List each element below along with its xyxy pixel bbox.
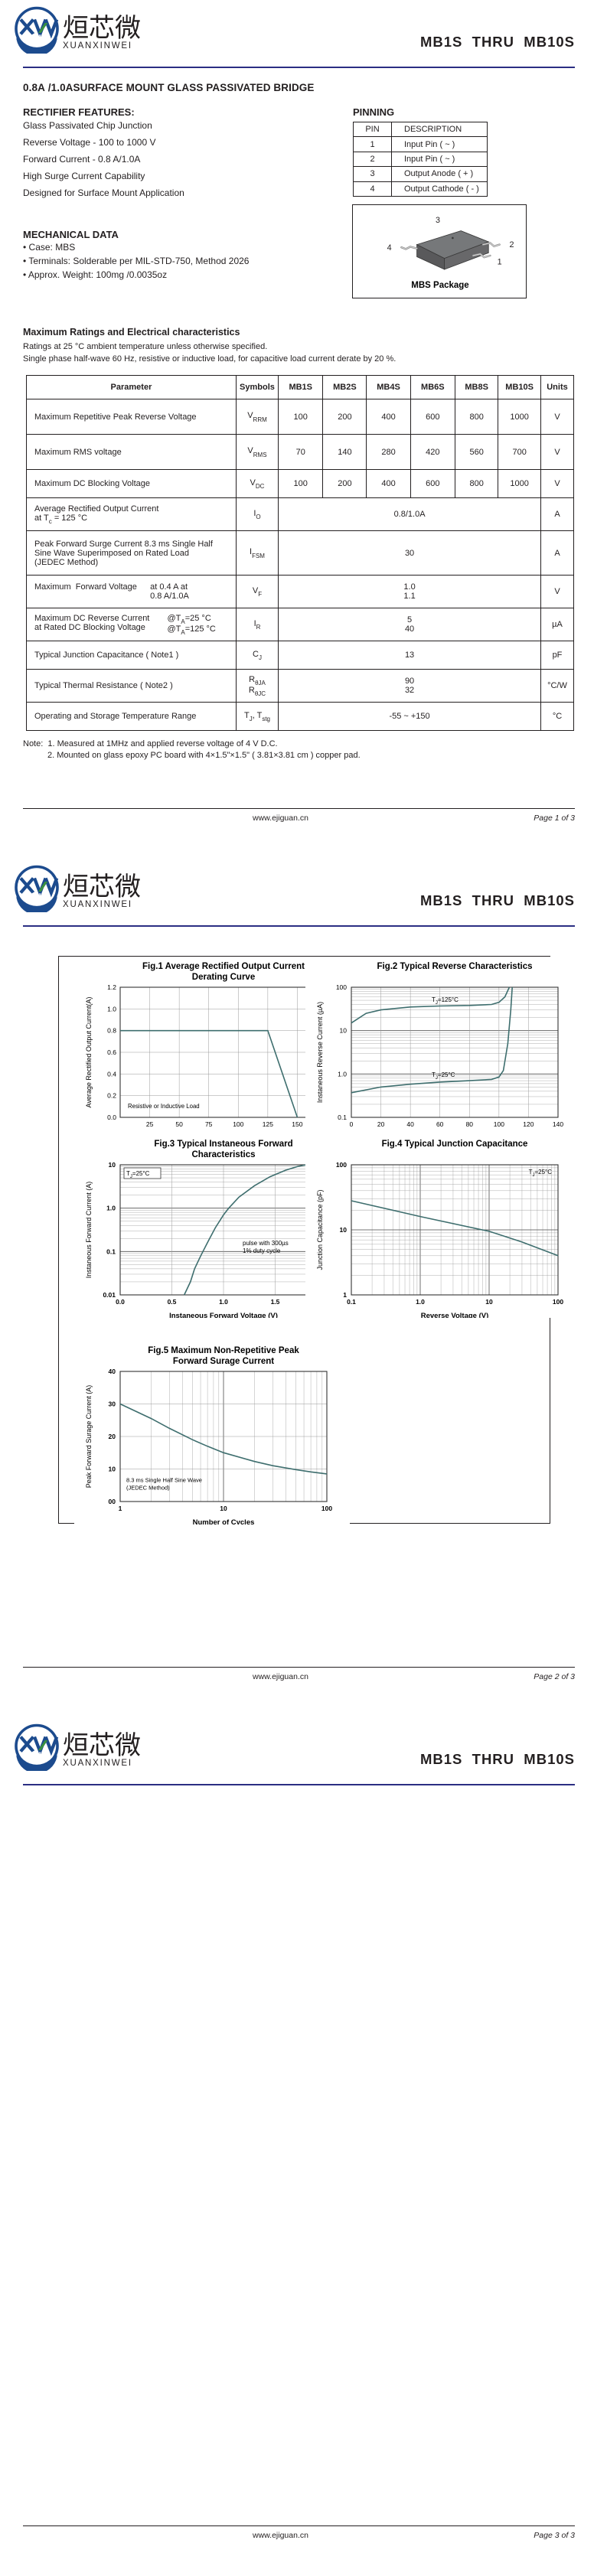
svg-text:Junction Capacitance (pF): Junction Capacitance (pF)	[316, 1189, 324, 1270]
svg-text:25: 25	[146, 1120, 154, 1128]
svg-text:150: 150	[292, 1120, 302, 1128]
svg-text:10: 10	[340, 1027, 348, 1035]
svg-text:1: 1	[498, 258, 502, 267]
svg-text:1.0: 1.0	[338, 1070, 347, 1078]
svg-text:Fig.3 Typical Instaneous Forw: Fig.3 Typical Instaneous Forward	[154, 1140, 292, 1149]
svg-text:20: 20	[109, 1433, 116, 1440]
svg-text:1: 1	[343, 1291, 347, 1299]
svg-text:烜芯微: 烜芯微	[63, 1731, 141, 1760]
svg-text:Fig.5 Maximum Non-Repetitive: Fig.5 Maximum Non-Repetitive Peak	[148, 1346, 299, 1355]
svg-text:10: 10	[485, 1298, 493, 1306]
svg-text:100: 100	[553, 1298, 563, 1306]
svg-text:1.0: 1.0	[219, 1298, 228, 1306]
svg-text:125: 125	[263, 1120, 273, 1128]
svg-text:(JEDEC Method): (JEDEC Method)	[126, 1485, 170, 1492]
svg-text:Instaneous Reverse Current (µA: Instaneous Reverse Current (µA)	[316, 1002, 324, 1103]
svg-text:1.2: 1.2	[107, 983, 116, 991]
svg-text:Average Rectified Output Curre: Average Rectified Output Current(A)	[85, 997, 93, 1108]
svg-text:0.5: 0.5	[168, 1298, 177, 1306]
svg-text:75: 75	[205, 1120, 213, 1128]
svg-text:10: 10	[109, 1161, 116, 1169]
svg-text:0.1: 0.1	[347, 1298, 356, 1306]
svg-text:Resistive or Inductive Load: Resistive or Inductive Load	[128, 1103, 200, 1110]
svg-text:10: 10	[109, 1466, 116, 1473]
svg-text:XUANXINWEI: XUANXINWEI	[63, 900, 132, 909]
svg-text:50: 50	[175, 1120, 183, 1128]
svg-text:140: 140	[553, 1120, 563, 1128]
svg-text:0.1: 0.1	[106, 1247, 116, 1255]
svg-text:1.0: 1.0	[107, 1005, 116, 1012]
svg-text:Fig.1 Average Rectified Outpu: Fig.1 Average Rectified Output Current	[142, 962, 305, 971]
svg-text:烜芯微: 烜芯微	[63, 872, 141, 902]
svg-text:40: 40	[109, 1368, 116, 1375]
svg-text:80: 80	[466, 1120, 474, 1128]
svg-text:1% duty cycle: 1% duty cycle	[243, 1247, 281, 1254]
svg-text:Instaneous Forward Voltage (V): Instaneous Forward Voltage (V)	[169, 1312, 278, 1318]
svg-text:XUANXINWEI: XUANXINWEI	[63, 1759, 132, 1768]
svg-text:0.0: 0.0	[116, 1298, 125, 1306]
svg-text:3: 3	[436, 216, 440, 225]
svg-text:120: 120	[523, 1120, 534, 1128]
svg-text:20: 20	[377, 1120, 385, 1128]
svg-text:1: 1	[119, 1505, 122, 1512]
svg-text:40: 40	[406, 1120, 414, 1128]
svg-text:0.2: 0.2	[107, 1092, 116, 1100]
svg-text:Characteristics: Characteristics	[191, 1150, 255, 1159]
svg-text:100: 100	[336, 983, 347, 991]
svg-text:30: 30	[109, 1400, 116, 1408]
svg-text:Reverse Voltage (V): Reverse Voltage (V)	[421, 1312, 489, 1318]
svg-text:0.8: 0.8	[107, 1027, 116, 1035]
svg-text:Fig.2 Typical Reverse Charact: Fig.2 Typical Reverse Characteristics	[377, 962, 532, 971]
svg-text:8.3 ms Single Half Sine Wave: 8.3 ms Single Half Sine Wave	[126, 1477, 202, 1484]
svg-text:10: 10	[340, 1226, 348, 1234]
svg-text:0.4: 0.4	[107, 1070, 116, 1078]
svg-text:0.6: 0.6	[107, 1048, 116, 1056]
svg-text:pulse with 300µs: pulse with 300µs	[243, 1240, 289, 1247]
svg-text:60: 60	[436, 1120, 444, 1128]
svg-text:Instaneous Forward Current (A): Instaneous Forward Current (A)	[85, 1182, 93, 1279]
svg-text:0: 0	[350, 1120, 354, 1128]
svg-text:100: 100	[233, 1120, 243, 1128]
svg-text:4: 4	[387, 243, 392, 253]
svg-text:10: 10	[220, 1505, 227, 1512]
svg-text:00: 00	[109, 1498, 116, 1505]
svg-text:1.5: 1.5	[271, 1298, 280, 1306]
svg-text:2: 2	[509, 240, 514, 249]
svg-text:0.01: 0.01	[103, 1291, 116, 1299]
svg-text:Fig.4 Typical Junction Capaci: Fig.4 Typical Junction Capacitance	[382, 1140, 528, 1149]
svg-text:Peak Forward Surage Current (A: Peak Forward Surage Current (A)	[85, 1385, 93, 1489]
svg-text:Forward Surage Current: Forward Surage Current	[173, 1357, 274, 1366]
svg-text:100: 100	[336, 1161, 347, 1169]
svg-text:Number of Cycles: Number of Cycles	[193, 1518, 255, 1524]
svg-text:100: 100	[494, 1120, 504, 1128]
svg-text:100: 100	[321, 1505, 332, 1512]
svg-text:Derating Curve: Derating Curve	[192, 973, 255, 982]
svg-text:0.1: 0.1	[338, 1114, 347, 1121]
svg-text:0.0: 0.0	[107, 1114, 116, 1121]
svg-text:MBS Package: MBS Package	[411, 281, 468, 290]
svg-text:1.0: 1.0	[416, 1298, 425, 1306]
svg-text:1.0: 1.0	[106, 1205, 116, 1212]
